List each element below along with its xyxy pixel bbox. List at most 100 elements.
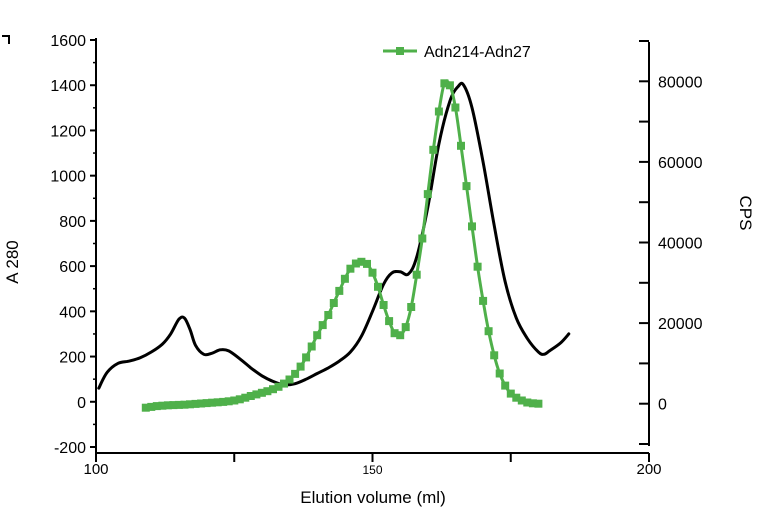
y-left-tick-label: 1600 bbox=[50, 33, 86, 50]
cps-data-point bbox=[440, 79, 449, 88]
cps-data-point bbox=[269, 385, 277, 394]
cps-data-point bbox=[180, 400, 189, 409]
cps-data-point bbox=[346, 264, 355, 273]
cps-data-point bbox=[280, 379, 288, 388]
x-tick-label: 150 bbox=[362, 463, 382, 477]
cps-data-point bbox=[363, 259, 371, 268]
series-a280-line bbox=[97, 81, 571, 390]
y-right-tick-label: 80000 bbox=[658, 74, 703, 91]
x-ticks: 100 150 200 bbox=[83, 453, 662, 478]
panel-mark bbox=[2, 35, 10, 44]
cps-data-point bbox=[219, 397, 228, 406]
y-left-tick-label: 1200 bbox=[50, 123, 86, 140]
y-right-tick-label: 20000 bbox=[658, 316, 703, 333]
y-right-tick-label: 0 bbox=[658, 397, 667, 414]
cps-data-point bbox=[274, 382, 283, 391]
cps-data-point bbox=[329, 299, 338, 307]
cps-data-point bbox=[434, 107, 443, 116]
cps-data-point bbox=[302, 353, 311, 362]
cps-data-point bbox=[523, 398, 532, 407]
y-left-axis-label: A 280 bbox=[3, 240, 22, 284]
x-tick-label: 100 bbox=[83, 461, 108, 478]
y-right-axis-label: CPS bbox=[736, 196, 755, 231]
cps-data-point bbox=[186, 400, 194, 409]
cps-data-point bbox=[528, 399, 537, 408]
cps-data-point bbox=[506, 389, 515, 398]
cps-data-point bbox=[208, 398, 217, 407]
cps-data-point bbox=[462, 182, 471, 191]
cps-data-point bbox=[202, 399, 211, 408]
cps-data-point bbox=[340, 274, 349, 283]
x-tick-label: 200 bbox=[636, 461, 661, 478]
cps-data-point bbox=[224, 397, 233, 406]
cps-data-point bbox=[324, 311, 333, 319]
cps-data-point bbox=[451, 103, 460, 112]
cps-data-point bbox=[174, 400, 183, 409]
cps-data-point bbox=[468, 222, 476, 231]
cps-data-point bbox=[512, 393, 521, 402]
cps-data-point bbox=[191, 399, 200, 408]
cps-data-point bbox=[484, 327, 493, 336]
cps-data-point bbox=[517, 396, 526, 405]
cps-data-point bbox=[230, 396, 239, 405]
cps-data-point bbox=[385, 317, 394, 326]
cps-data-point bbox=[396, 331, 405, 340]
y-left-tick-label: 0 bbox=[77, 395, 86, 412]
cps-data-point bbox=[235, 395, 244, 404]
cps-data-point bbox=[296, 362, 305, 371]
cps-data-point bbox=[169, 401, 178, 410]
cps-data-point bbox=[351, 259, 360, 268]
y-left-tick-label: 200 bbox=[59, 350, 86, 367]
cps-data-point bbox=[490, 351, 499, 360]
cps-data-point bbox=[368, 268, 377, 277]
cps-data-point bbox=[501, 381, 510, 390]
legend-label: Adn214-Adn27 bbox=[424, 44, 531, 61]
cps-data-point bbox=[495, 369, 504, 378]
cps-data-point bbox=[318, 321, 327, 330]
cps-data-point bbox=[335, 286, 344, 295]
cps-data-point bbox=[163, 401, 172, 410]
cps-data-point bbox=[213, 398, 222, 407]
y-left-tick-label: 1000 bbox=[50, 169, 86, 186]
cps-data-point bbox=[534, 399, 543, 408]
cps-data-point bbox=[479, 296, 488, 305]
y-left-tick-label: -200 bbox=[54, 440, 86, 457]
cps-data-point bbox=[407, 303, 416, 311]
cps-data-point bbox=[285, 375, 294, 384]
cps-data-point bbox=[473, 262, 482, 271]
cps-data-point bbox=[418, 234, 427, 243]
cps-data-point bbox=[307, 342, 316, 351]
y-left-tick-label: 1400 bbox=[50, 78, 86, 95]
cps-data-point bbox=[457, 141, 465, 150]
y-left-ticks: 1600 1400 1200 1000 800 600 400 200 0 -200 bbox=[50, 33, 96, 457]
cps-data-point bbox=[429, 145, 438, 154]
y-right-tick-label: 60000 bbox=[658, 155, 703, 172]
cps-data-point bbox=[401, 323, 410, 332]
y-right-ticks: 80000 60000 40000 20000 0 bbox=[639, 40, 703, 445]
y-left-tick-label: 400 bbox=[59, 304, 86, 321]
series-cps-markers bbox=[141, 79, 543, 412]
cps-data-point bbox=[158, 401, 167, 410]
cps-data-point bbox=[313, 331, 322, 340]
cps-data-point bbox=[152, 402, 161, 411]
cps-data-point bbox=[390, 329, 399, 338]
cps-data-point bbox=[357, 257, 366, 266]
x-axis-label: Elution volume (ml) bbox=[300, 488, 446, 507]
legend: Adn214-Adn27 bbox=[383, 44, 531, 61]
cps-data-point bbox=[197, 399, 206, 408]
y-left-tick-label: 600 bbox=[59, 259, 86, 276]
cps-data-point bbox=[374, 282, 382, 291]
cps-data-point bbox=[291, 369, 300, 378]
cps-data-point bbox=[412, 270, 421, 279]
cps-data-point bbox=[252, 390, 261, 399]
y-left-tick-label: 800 bbox=[59, 214, 86, 231]
cps-data-point bbox=[445, 81, 454, 90]
cps-data-point bbox=[423, 190, 432, 199]
cps-data-point bbox=[147, 402, 156, 411]
cps-data-point bbox=[246, 392, 255, 400]
cps-data-point bbox=[241, 393, 250, 402]
cps-data-point bbox=[379, 301, 388, 309]
cps-data-point bbox=[257, 388, 266, 397]
cps-data-point bbox=[263, 387, 272, 396]
